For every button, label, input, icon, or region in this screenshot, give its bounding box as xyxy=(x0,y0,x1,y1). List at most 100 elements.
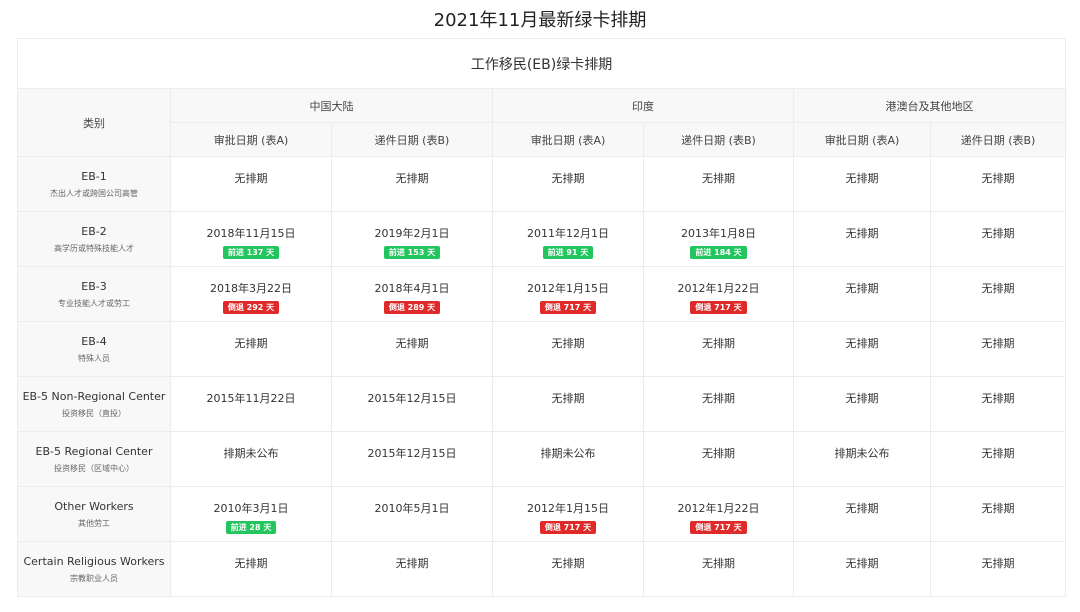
date-cell: 2013年1月8日 前进 184 天 xyxy=(643,211,794,267)
date-cell: 2018年3月22日 倒退 292 天 xyxy=(170,266,332,322)
date-value: 2018年11月15日 xyxy=(206,227,296,240)
date-value: 无排期 xyxy=(981,447,1015,460)
date-value: 无排期 xyxy=(845,337,879,350)
date-value: 无排期 xyxy=(551,172,585,185)
date-value: 2012年1月15日 xyxy=(527,502,609,515)
date-cell: 排期未公布 xyxy=(492,431,644,487)
date-cell: 无排期 xyxy=(643,156,794,212)
date-cell: 2018年11月15日 前进 137 天 xyxy=(170,211,332,267)
date-value: 2015年11月22日 xyxy=(206,392,296,405)
date-cell: 2010年5月1日 xyxy=(331,486,493,542)
date-value: 无排期 xyxy=(981,337,1015,350)
date-value: 2012年1月22日 xyxy=(677,282,760,295)
column-header: 审批日期 (表A) xyxy=(170,122,332,157)
date-value: 无排期 xyxy=(981,172,1015,185)
date-value: 无排期 xyxy=(845,557,879,570)
date-value: 无排期 xyxy=(551,392,585,405)
date-cell: 无排期 xyxy=(929,376,1067,432)
category-cell: EB-5 Non-Regional Center 投资移民（直投） xyxy=(17,376,171,432)
date-cell: 无排期 xyxy=(793,321,931,377)
region-header: 印度 xyxy=(492,88,794,123)
date-cell: 2015年12月15日 xyxy=(331,431,493,487)
date-cell: 无排期 xyxy=(929,541,1067,597)
date-cell: 无排期 xyxy=(793,211,931,267)
date-cell: 无排期 xyxy=(331,156,493,212)
date-value: 无排期 xyxy=(981,282,1015,295)
category-desc: 杰出人才或跨国公司高管 xyxy=(50,189,138,198)
category-name: Certain Religious Workers xyxy=(23,555,165,568)
category-desc: 高学历或特殊技能人才 xyxy=(54,244,134,253)
date-value: 2010年5月1日 xyxy=(374,502,450,515)
date-value: 2015年12月15日 xyxy=(367,392,457,405)
category-cell: EB-2 高学历或特殊技能人才 xyxy=(17,211,171,267)
date-value: 2018年4月1日 xyxy=(374,282,450,295)
table-row: EB-3 专业技能人才或劳工 2018年3月22日 倒退 292 天 2018年4月1日… xyxy=(17,266,1067,322)
date-value: 2013年1月8日 xyxy=(681,227,756,240)
date-cell: 2012年1月15日 倒退 717 天 xyxy=(492,266,644,322)
date-value: 无排期 xyxy=(845,282,879,295)
category-name: EB-5 Non-Regional Center xyxy=(22,390,166,403)
date-value: 2010年3月1日 xyxy=(213,502,289,515)
date-value: 2011年12月1日 xyxy=(527,227,609,240)
category-desc: 投资移民（直投） xyxy=(62,409,126,418)
date-cell: 排期未公布 xyxy=(170,431,332,487)
date-value: 无排期 xyxy=(702,557,735,570)
date-cell: 无排期 xyxy=(170,156,332,212)
date-cell: 2019年2月1日 前进 153 天 xyxy=(331,211,493,267)
table-row: Other Workers 其他劳工 2010年3月1日 前进 28 天 2010年5月… xyxy=(17,486,1067,542)
category-cell: EB-1 杰出人才或跨国公司高管 xyxy=(17,156,171,212)
forward-badge: 前进 184 天 xyxy=(690,246,747,259)
eb-schedule-table-container: 工作移民(EB)绿卡排期 类别 中国大陆 印度 港澳台及其他地区 审批日期 (表… xyxy=(16,38,1067,597)
page-title: 2021年11月最新绿卡排期 xyxy=(433,10,647,31)
eb-schedule-table: 工作移民(EB)绿卡排期 类别 中国大陆 印度 港澳台及其他地区 审批日期 (表… xyxy=(16,38,1067,597)
date-value: 无排期 xyxy=(395,337,429,350)
forward-badge: 前进 137 天 xyxy=(222,246,280,259)
date-value: 2012年1月22日 xyxy=(677,502,760,515)
date-value: 无排期 xyxy=(551,337,585,350)
category-name: EB-3 xyxy=(81,280,107,293)
date-cell: 2012年1月22日 倒退 717 天 xyxy=(643,266,794,322)
backward-badge: 倒退 292 天 xyxy=(222,301,280,314)
date-cell: 无排期 xyxy=(929,266,1067,322)
date-value: 无排期 xyxy=(845,392,879,405)
column-header: 审批日期 (表A) xyxy=(492,122,644,157)
date-cell: 无排期 xyxy=(929,321,1067,377)
date-cell: 2011年12月1日 前进 91 天 xyxy=(492,211,644,267)
date-cell: 无排期 xyxy=(170,541,332,597)
date-cell: 无排期 xyxy=(331,321,493,377)
forward-badge: 前进 28 天 xyxy=(225,521,277,534)
date-value: 无排期 xyxy=(395,172,429,185)
backward-badge: 倒退 717 天 xyxy=(539,301,597,314)
category-desc: 特殊人员 xyxy=(78,354,110,363)
date-cell: 无排期 xyxy=(929,211,1067,267)
date-cell: 无排期 xyxy=(331,541,493,597)
backward-badge: 倒退 717 天 xyxy=(539,521,597,534)
category-desc: 专业技能人才或劳工 xyxy=(58,299,130,308)
date-cell: 无排期 xyxy=(929,156,1067,212)
date-cell: 无排期 xyxy=(492,321,644,377)
table-row: EB-2 高学历或特殊技能人才 2018年11月15日 前进 137 天 2019年2月… xyxy=(17,211,1067,267)
date-value: 2018年3月22日 xyxy=(210,282,292,295)
date-value: 无排期 xyxy=(845,172,879,185)
table-row: EB-1 杰出人才或跨国公司高管 无排期 无排期 无排期 无排期 无排期 无排期 xyxy=(17,156,1067,212)
category-cell: EB-4 特殊人员 xyxy=(17,321,171,377)
forward-badge: 前进 153 天 xyxy=(383,246,441,259)
category-desc: 投资移民（区域中心） xyxy=(54,464,134,473)
category-cell: EB-5 Regional Center 投资移民（区域中心） xyxy=(17,431,171,487)
date-cell: 无排期 xyxy=(793,266,931,322)
column-header: 递件日期 (表B) xyxy=(331,122,493,157)
date-cell: 无排期 xyxy=(793,156,931,212)
date-value: 排期未公布 xyxy=(540,447,596,460)
date-cell: 2012年1月22日 倒退 717 天 xyxy=(643,486,794,542)
date-value: 无排期 xyxy=(702,172,735,185)
date-value: 无排期 xyxy=(981,392,1015,405)
table-row: Certain Religious Workers 宗教职业人员 无排期 无排期 无排期… xyxy=(17,541,1067,597)
column-header: 审批日期 (表A) xyxy=(793,122,931,157)
date-cell: 2015年11月22日 xyxy=(170,376,332,432)
category-name: EB-4 xyxy=(81,335,107,348)
table-row: EB-4 特殊人员 无排期 无排期 无排期 无排期 无排期 无排期 xyxy=(17,321,1067,377)
date-value: 无排期 xyxy=(234,337,268,350)
date-value: 无排期 xyxy=(981,227,1015,240)
category-header: 类别 xyxy=(17,88,171,157)
backward-badge: 倒退 289 天 xyxy=(383,301,441,314)
